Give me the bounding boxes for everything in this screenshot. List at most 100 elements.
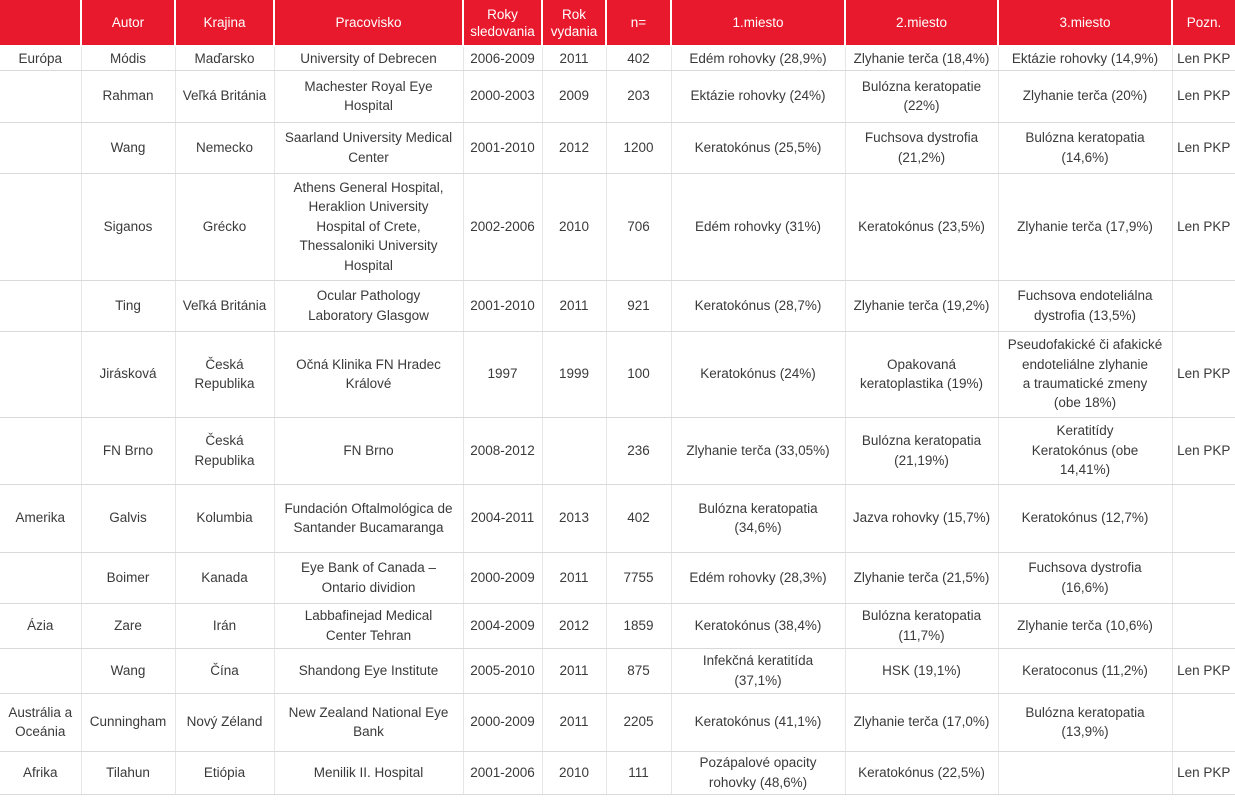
cell-workplace: Menilik II. Hospital xyxy=(274,751,464,795)
cell-country: Grécko xyxy=(175,173,275,281)
table-row: Afrika Tilahun Etiópia Menilik II. Hospital… xyxy=(0,751,1235,795)
table-row: Siganos Grécko Athens General Hospital, He… xyxy=(0,173,1235,281)
cell-first-place: Keratokónus (38,4%) xyxy=(671,603,846,649)
cell-note xyxy=(1172,603,1235,649)
cell-country: Kanada xyxy=(175,552,275,604)
cell-workplace: Shandong Eye Institute xyxy=(274,648,464,694)
table-row: Jirásková Česká Republika Očná Klinika FN … xyxy=(0,331,1235,418)
cell-publication-year: 2011 xyxy=(542,693,607,752)
cell-region: Amerika xyxy=(0,484,82,553)
table-row: Amerika Galvis Kolumbia Fundación Oftalmoló… xyxy=(0,484,1235,553)
cell-second-place: Zlyhanie terča (21,5%) xyxy=(845,552,999,604)
cell-region xyxy=(0,70,82,123)
cell-publication-year: 1999 xyxy=(542,331,607,418)
cell-years-followed: 2001-2006 xyxy=(463,751,543,795)
cell-country: Etiópia xyxy=(175,751,275,795)
cell-author: Wang xyxy=(81,648,176,694)
cell-years-followed: 2004-2011 xyxy=(463,484,543,553)
table-row: Rahman Veľká Británia Machester Royal Eye … xyxy=(0,70,1235,123)
cell-country: Nemecko xyxy=(175,122,275,174)
cell-workplace: Eye Bank of Canada – Ontario dividion xyxy=(274,552,464,604)
cell-second-place: Bulózna keratopatia (11,7%) xyxy=(845,603,999,649)
cell-years-followed: 2000-2009 xyxy=(463,693,543,752)
cell-publication-year: 2011 xyxy=(542,648,607,694)
cell-workplace: Labbafinejad Medical Center Tehran xyxy=(274,603,464,649)
table-row: Ázia Zare Irán Labbafinejad Medical Center … xyxy=(0,603,1235,649)
cell-second-place: Fuchsova dystrofia (21,2%) xyxy=(845,122,999,174)
cell-author: Siganos xyxy=(81,173,176,281)
cell-note: Len PKP xyxy=(1172,648,1235,694)
cell-workplace: FN Brno xyxy=(274,417,464,485)
cell-note xyxy=(1172,280,1235,332)
cell-third-place: Fuchsova dystrofia (16,6%) xyxy=(998,552,1173,604)
cell-first-place: Edém rohovky (28,3%) xyxy=(671,552,846,604)
cell-country: Veľká Británia xyxy=(175,70,275,123)
cell-note xyxy=(1172,693,1235,752)
cell-second-place: Keratokónus (23,5%) xyxy=(845,173,999,281)
cell-publication-year: 2013 xyxy=(542,484,607,553)
cell-second-place: HSK (19,1%) xyxy=(845,648,999,694)
cell-n: 875 xyxy=(606,648,672,694)
cell-third-place: Keratokónus (12,7%) xyxy=(998,484,1173,553)
header-years-followed: Roky sledovania xyxy=(463,0,543,47)
cell-years-followed: 2000-2009 xyxy=(463,552,543,604)
cell-n: 1200 xyxy=(606,122,672,174)
cell-workplace: Fundación Oftalmológica de Santander Buc… xyxy=(274,484,464,553)
cell-publication-year: 2011 xyxy=(542,552,607,604)
cell-third-place xyxy=(998,751,1173,795)
cell-publication-year: 2011 xyxy=(542,280,607,332)
cell-note: Len PKP xyxy=(1172,173,1235,281)
cell-first-place: Edém rohovky (28,9%) xyxy=(671,46,846,71)
cell-n: 100 xyxy=(606,331,672,418)
cell-third-place: Bulózna keratopatia (13,9%) xyxy=(998,693,1173,752)
cell-n: 402 xyxy=(606,46,672,71)
cell-third-place: Keratoconus (11,2%) xyxy=(998,648,1173,694)
cell-third-place: Pseudofakické či afakické endoteliálne z… xyxy=(998,331,1173,418)
cell-publication-year: 2009 xyxy=(542,70,607,123)
cell-workplace: Athens General Hospital, Heraklion Unive… xyxy=(274,173,464,281)
header-row: Autor Krajina Pracovisko Roky sledovania… xyxy=(0,0,1235,47)
cell-first-place: Zlyhanie terča (33,05%) xyxy=(671,417,846,485)
header-workplace: Pracovisko xyxy=(274,0,464,47)
cell-workplace: Saarland University Medical Center xyxy=(274,122,464,174)
table-row: Wang Čína Shandong Eye Institute 2005-2010 2… xyxy=(0,648,1235,694)
cell-third-place: Keratitídy Keratokónus (obe 14,41%) xyxy=(998,417,1173,485)
cell-country: Česká Republika xyxy=(175,331,275,418)
cell-region xyxy=(0,417,82,485)
cell-author: Cunningham xyxy=(81,693,176,752)
table-row: Boimer Kanada Eye Bank of Canada – Ontario… xyxy=(0,552,1235,604)
cell-workplace: Machester Royal Eye Hospital xyxy=(274,70,464,123)
cell-workplace: University of Debrecen xyxy=(274,46,464,71)
cell-country: Veľká Británia xyxy=(175,280,275,332)
header-note: Pozn. xyxy=(1172,0,1235,47)
cell-second-place: Keratokónus (22,5%) xyxy=(845,751,999,795)
cell-author: FN Brno xyxy=(81,417,176,485)
cell-note: Len PKP xyxy=(1172,751,1235,795)
cell-third-place: Zlyhanie terča (20%) xyxy=(998,70,1173,123)
cell-second-place: Zlyhanie terča (18,4%) xyxy=(845,46,999,71)
table-row: Austrália a Oceánia Cunningham Nový Zéland… xyxy=(0,693,1235,752)
cell-note: Len PKP xyxy=(1172,70,1235,123)
cell-first-place: Keratokónus (41,1%) xyxy=(671,693,846,752)
cell-second-place: Zlyhanie terča (19,2%) xyxy=(845,280,999,332)
cell-region xyxy=(0,552,82,604)
cell-first-place: Infekčná keratitída (37,1%) xyxy=(671,648,846,694)
cell-author: Boimer xyxy=(81,552,176,604)
header-first-place: 1.miesto xyxy=(671,0,846,47)
cell-workplace: Ocular Pathology Laboratory Glasgow xyxy=(274,280,464,332)
cell-note: Len PKP xyxy=(1172,46,1235,71)
cell-region: Afrika xyxy=(0,751,82,795)
cell-region xyxy=(0,280,82,332)
cell-years-followed: 2006-2009 xyxy=(463,46,543,71)
cell-second-place: Bulózna keratopatia (21,19%) xyxy=(845,417,999,485)
cell-years-followed: 2005-2010 xyxy=(463,648,543,694)
header-third-place: 3.miesto xyxy=(998,0,1173,47)
cell-author: Jirásková xyxy=(81,331,176,418)
cell-second-place: Zlyhanie terča (17,0%) xyxy=(845,693,999,752)
cell-n: 402 xyxy=(606,484,672,553)
cell-region xyxy=(0,122,82,174)
cell-first-place: Ektázie rohovky (24%) xyxy=(671,70,846,123)
table-row: Európa Módis Maďarsko University of Debrece… xyxy=(0,46,1235,71)
cell-country: Česká Republika xyxy=(175,417,275,485)
cell-note: Len PKP xyxy=(1172,417,1235,485)
